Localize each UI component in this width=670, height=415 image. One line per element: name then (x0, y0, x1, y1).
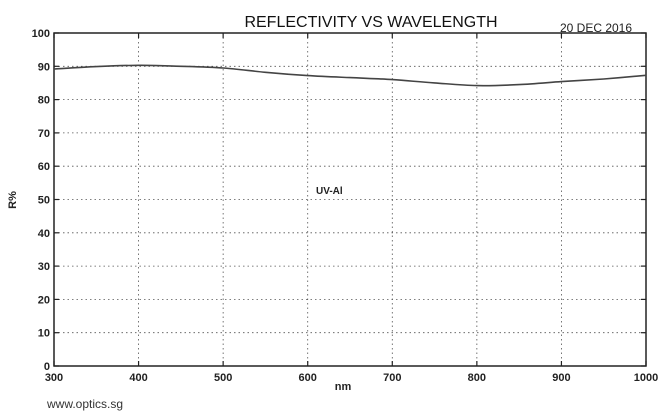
y-tick-label: 50 (38, 195, 50, 207)
y-tick-label: 90 (38, 61, 50, 73)
plot-frame (53, 32, 647, 367)
website-footer: www.optics.sg (46, 397, 123, 411)
x-tick-label: 600 (299, 372, 317, 384)
axis-ticks: 0 10 20 30 40 50 60 70 80 90 100 300 400 500 600 700 800… (32, 28, 659, 384)
y-tick-label: 40 (38, 228, 50, 240)
chart-title: REFLECTIVITY VS WAVELENGTH (244, 14, 497, 31)
x-tick-label: 400 (129, 372, 147, 384)
y-tick-label: 30 (38, 261, 50, 273)
y-tick-label: 60 (38, 161, 50, 173)
x-axis-label: nm (335, 381, 352, 393)
y-tick-label: 10 (38, 328, 50, 340)
x-tick-label: 300 (45, 372, 63, 384)
y-tick-label: 20 (38, 294, 50, 306)
grid-lines (54, 33, 646, 366)
series-label-uv-al: UV-Al (316, 186, 343, 197)
y-tick-label: 100 (32, 28, 50, 40)
x-tick-label: 900 (552, 372, 570, 384)
y-axis-label: R% (7, 191, 19, 209)
chart-date: 20 DEC 2016 (560, 21, 632, 35)
series-line-0 (53, 64, 647, 87)
x-tick-label: 700 (383, 372, 401, 384)
x-tick-label: 1000 (634, 372, 658, 384)
x-tick-label: 800 (468, 372, 486, 384)
y-tick-label: 70 (38, 128, 50, 140)
y-tick-label: 0 (44, 361, 50, 373)
y-tick-label: 80 (38, 95, 50, 107)
series-lines (53, 64, 647, 87)
x-tick-label: 500 (214, 372, 232, 384)
